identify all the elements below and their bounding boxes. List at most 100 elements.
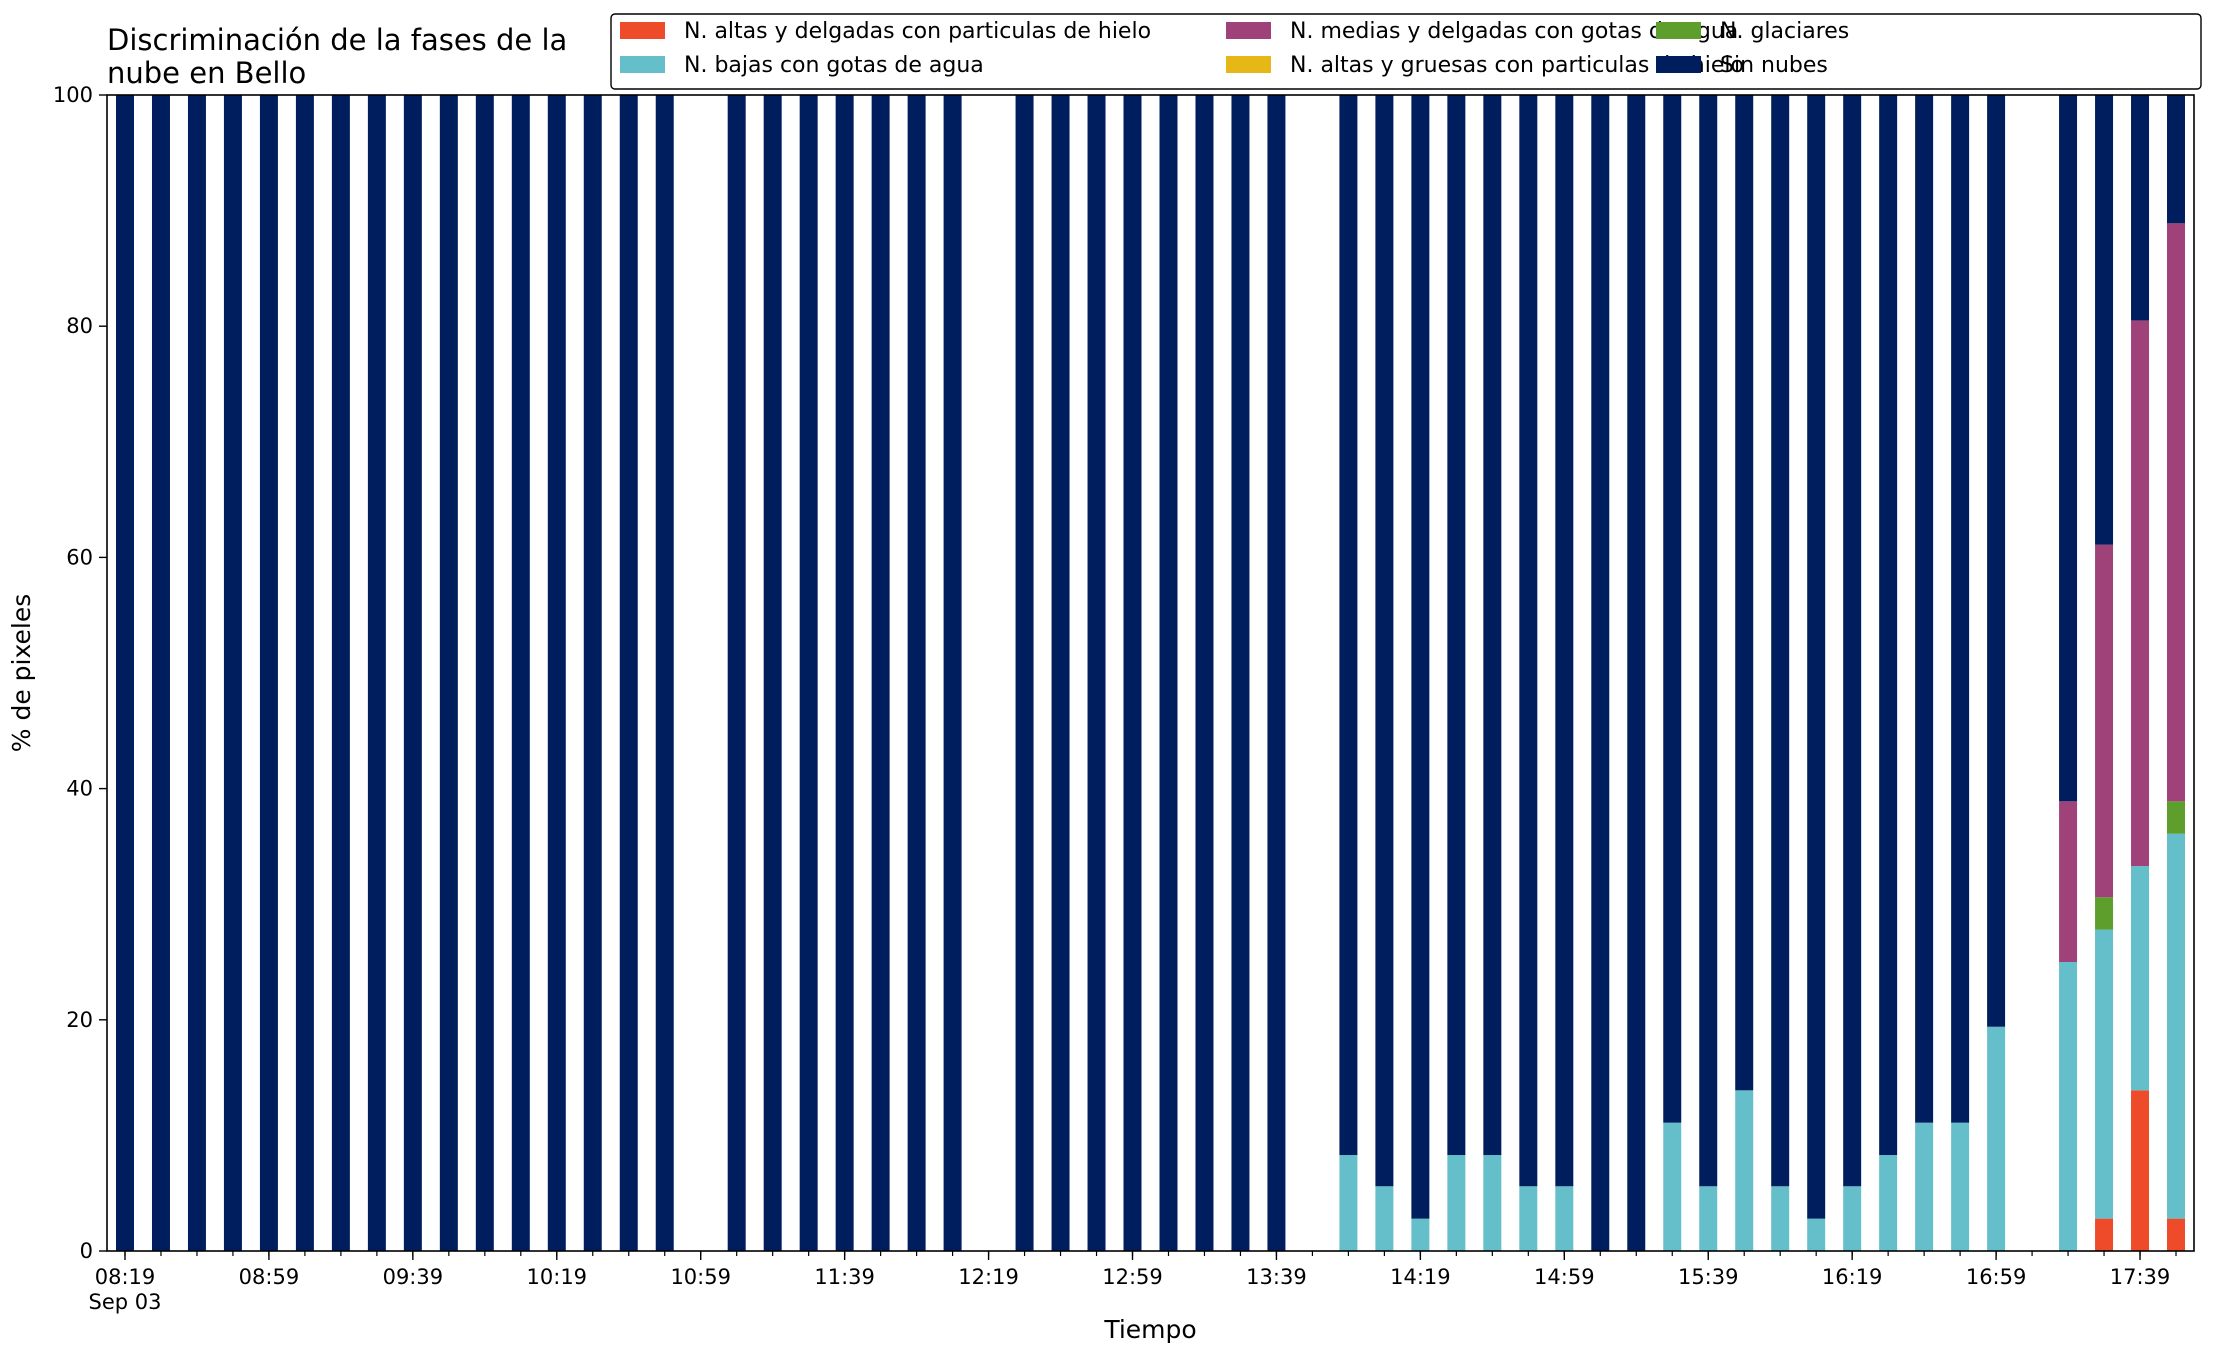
x-tick-label: 15:39: [1678, 1265, 1739, 1289]
bar-segment: [1843, 95, 1862, 1187]
bar-segment: [116, 95, 134, 1251]
bar-segment: [1699, 95, 1718, 1187]
bar-stack: [2095, 95, 2114, 1251]
bar-segment: [583, 95, 602, 1251]
bar-segment: [547, 95, 566, 1251]
x-tick-label: 13:39: [1246, 1265, 1307, 1289]
bar-segment: [2167, 833, 2185, 1219]
bar-segment: [1339, 1155, 1358, 1251]
x-tick-label: 09:39: [383, 1265, 444, 1289]
legend-swatch: [1226, 56, 1271, 73]
bar-stack: [1663, 95, 1682, 1251]
x-axis-label: Tiempo: [1103, 1315, 1196, 1344]
bar-segment: [943, 95, 962, 1251]
bar-stack: [187, 95, 206, 1251]
bar-segment: [2059, 801, 2078, 962]
y-axis-label: % de pixeles: [7, 594, 36, 752]
bar-segment: [2095, 544, 2114, 898]
y-tick-label: 0: [80, 1239, 93, 1263]
bar-segment: [1735, 1090, 1754, 1251]
y-tick-label: 60: [66, 545, 93, 569]
bar-segment: [2059, 95, 2078, 802]
bar-segment: [1591, 95, 1610, 1251]
bar-stack: [1231, 95, 1250, 1251]
bar-stack: [1843, 95, 1862, 1251]
bar-stack: [907, 95, 926, 1251]
bar-segment: [763, 95, 782, 1251]
bar-segment: [1519, 1186, 1538, 1251]
bar-stack: [367, 95, 386, 1251]
bar-stack: [871, 95, 890, 1251]
x-tick-label: 08:19: [95, 1265, 156, 1289]
bar-stack: [1483, 95, 1502, 1251]
bar-stack: [1519, 95, 1538, 1251]
legend-item: Sin nubes: [1656, 53, 1828, 78]
bar-segment: [259, 95, 278, 1251]
bar-segment: [1915, 1122, 1934, 1251]
bar-stack: [116, 95, 134, 1251]
bar-segment: [1375, 1186, 1394, 1251]
bar-segment: [1879, 1155, 1898, 1251]
bar-segment: [1519, 95, 1538, 1187]
x-tick-label: 14:19: [1390, 1265, 1451, 1289]
bar-stack: [763, 95, 782, 1251]
chart-title: Discriminación de la fases de la nube en…: [107, 23, 567, 90]
bar-stack: [1339, 95, 1358, 1251]
bar-stack: [1051, 95, 1070, 1251]
bar-stack: [2059, 95, 2078, 1251]
bar-stack: [1267, 95, 1286, 1251]
bar-segment: [403, 95, 422, 1251]
bar-segment: [1663, 95, 1682, 1123]
bar-stack: [727, 95, 746, 1251]
bar-segment: [1951, 1122, 1970, 1251]
bar-segment: [1411, 95, 1430, 1219]
legend-swatch: [1656, 56, 1701, 73]
bar-segment: [1339, 95, 1358, 1156]
bar-stack: [1447, 95, 1466, 1251]
bar-segment: [2131, 1090, 2150, 1251]
bar-stack: [403, 95, 422, 1251]
legend-swatch: [1226, 22, 1271, 39]
bar-segment: [871, 95, 890, 1251]
legend-swatch: [1656, 22, 1701, 39]
bar-stack: [1591, 95, 1610, 1251]
bar-segment: [1159, 95, 1178, 1251]
bar-segment: [1735, 95, 1754, 1091]
legend-swatch: [620, 22, 665, 39]
bar-segment: [2095, 929, 2114, 1219]
legend-item: N. bajas con gotas de agua: [620, 53, 984, 78]
bar-segment: [1987, 1026, 2006, 1251]
bar-segment: [151, 95, 170, 1251]
bar-segment: [439, 95, 458, 1251]
bar-segment: [475, 95, 494, 1251]
bar-segment: [223, 95, 242, 1251]
bar-segment: [655, 95, 674, 1251]
bar-stack: [547, 95, 566, 1251]
bar-segment: [2095, 1218, 2114, 1251]
bar-segment: [1483, 1155, 1502, 1251]
bar-stack: [1807, 95, 1826, 1251]
bar-segment: [1483, 95, 1502, 1156]
legend-item: N. glaciares: [1656, 19, 1849, 44]
bar-stack: [1627, 95, 1646, 1251]
bar-segment: [1555, 1186, 1574, 1251]
bar-segment: [1411, 1218, 1430, 1251]
x-tick-label: 12:19: [958, 1265, 1019, 1289]
bar-stack: [1987, 95, 2006, 1251]
y-tick-label: 20: [66, 1008, 93, 1032]
x-tick-label: 08:59: [239, 1265, 300, 1289]
bar-stack: [2167, 95, 2185, 1251]
bar-segment: [799, 95, 818, 1251]
bar-segment: [1447, 95, 1466, 1156]
bar-stack: [1375, 95, 1394, 1251]
legend-frame: [610, 13, 2202, 90]
bar-segment: [1807, 95, 1826, 1219]
y-tick-label: 40: [66, 777, 93, 801]
bar-stack: [223, 95, 242, 1251]
legend-item: N. altas y delgadas con particulas de hi…: [620, 19, 1151, 44]
bar-segment: [2167, 1218, 2185, 1251]
bar-segment: [1015, 95, 1034, 1251]
bar-segment: [2167, 801, 2185, 834]
